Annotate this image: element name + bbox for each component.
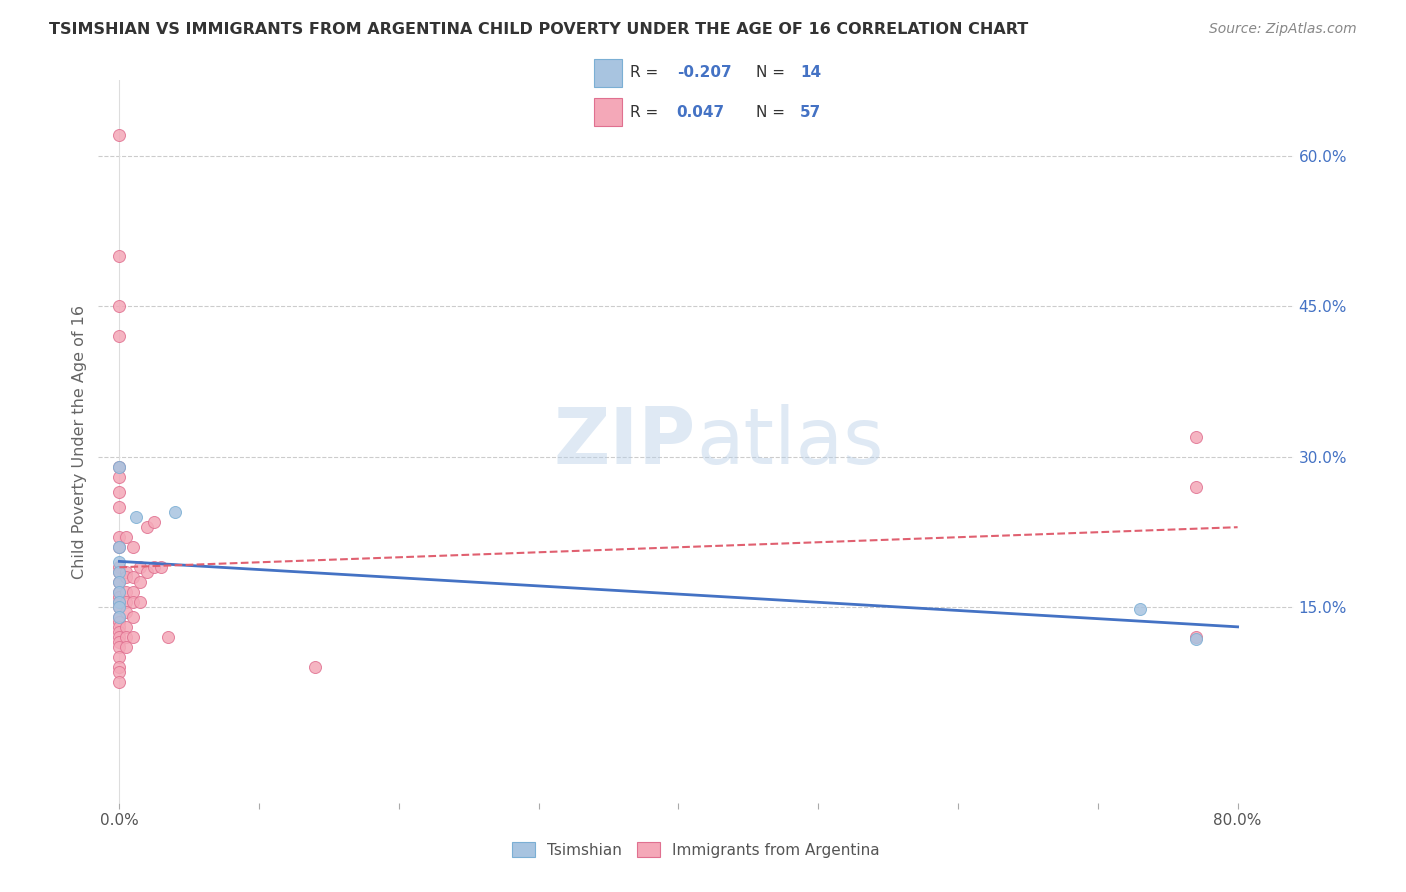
FancyBboxPatch shape — [595, 59, 621, 87]
Text: atlas: atlas — [696, 403, 883, 480]
Legend: Tsimshian, Immigrants from Argentina: Tsimshian, Immigrants from Argentina — [506, 836, 886, 863]
Point — [108, 615, 131, 630]
Point — [108, 540, 131, 554]
Point — [108, 575, 131, 590]
Point — [108, 640, 131, 655]
Text: 0.047: 0.047 — [676, 104, 725, 120]
Point — [108, 610, 131, 624]
Point — [136, 520, 159, 534]
Point — [122, 585, 145, 599]
Point — [108, 555, 131, 569]
Point — [108, 565, 131, 579]
Point — [108, 530, 131, 544]
Point — [108, 660, 131, 674]
Text: N =: N = — [756, 104, 790, 120]
Point — [115, 595, 138, 609]
Point — [165, 505, 187, 519]
Point — [108, 600, 131, 615]
Point — [143, 515, 166, 529]
Point — [1184, 480, 1206, 494]
Point — [108, 469, 131, 483]
Point — [304, 660, 326, 674]
Point — [122, 630, 145, 644]
Point — [115, 570, 138, 584]
Point — [136, 565, 159, 579]
Point — [108, 565, 131, 579]
Point — [108, 500, 131, 514]
Y-axis label: Child Poverty Under the Age of 16: Child Poverty Under the Age of 16 — [72, 304, 87, 579]
Text: -0.207: -0.207 — [676, 65, 731, 80]
Point — [108, 625, 131, 640]
Point — [1184, 632, 1206, 647]
Point — [108, 299, 131, 313]
Text: TSIMSHIAN VS IMMIGRANTS FROM ARGENTINA CHILD POVERTY UNDER THE AGE OF 16 CORRELA: TSIMSHIAN VS IMMIGRANTS FROM ARGENTINA C… — [49, 22, 1028, 37]
Text: R =: R = — [630, 65, 664, 80]
Point — [108, 630, 131, 644]
Point — [108, 600, 131, 615]
Point — [122, 570, 145, 584]
Point — [108, 585, 131, 599]
Point — [122, 540, 145, 554]
Point — [157, 630, 180, 644]
Point — [1129, 602, 1152, 616]
Point — [108, 650, 131, 665]
Point — [115, 630, 138, 644]
Point — [108, 560, 131, 574]
Point — [108, 249, 131, 263]
Text: 57: 57 — [800, 104, 821, 120]
Point — [108, 635, 131, 649]
Point — [115, 585, 138, 599]
Point — [108, 329, 131, 343]
Point — [115, 565, 138, 579]
Point — [108, 540, 131, 554]
Point — [108, 590, 131, 604]
FancyBboxPatch shape — [595, 98, 621, 126]
Point — [1184, 630, 1206, 644]
Point — [115, 620, 138, 634]
Point — [115, 605, 138, 619]
Point — [122, 595, 145, 609]
Point — [115, 530, 138, 544]
Point — [143, 560, 166, 574]
Point — [115, 640, 138, 655]
Point — [108, 459, 131, 474]
Text: ZIP: ZIP — [554, 403, 696, 480]
Text: Source: ZipAtlas.com: Source: ZipAtlas.com — [1209, 22, 1357, 37]
Point — [108, 610, 131, 624]
Point — [108, 128, 131, 143]
Point — [129, 575, 152, 590]
Point — [150, 560, 173, 574]
Point — [108, 595, 131, 609]
Point — [108, 620, 131, 634]
Point — [129, 595, 152, 609]
Point — [108, 575, 131, 590]
Point — [125, 509, 148, 524]
Point — [129, 560, 152, 574]
Point — [122, 610, 145, 624]
Point — [108, 459, 131, 474]
Point — [108, 585, 131, 599]
Point — [108, 484, 131, 499]
Text: 14: 14 — [800, 65, 821, 80]
Point — [108, 595, 131, 609]
Text: R =: R = — [630, 104, 668, 120]
Point — [108, 675, 131, 690]
Point — [1184, 429, 1206, 443]
Text: N =: N = — [756, 65, 790, 80]
Point — [108, 665, 131, 680]
